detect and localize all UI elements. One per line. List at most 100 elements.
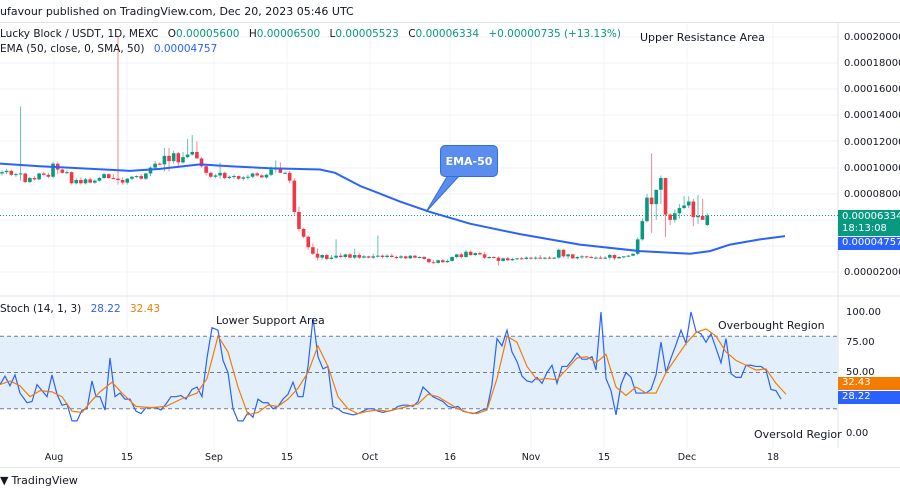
candle-body: [37, 173, 41, 180]
candle-body: [32, 178, 37, 180]
price-axis-label: 0.00018000: [844, 58, 900, 69]
candle-body: [269, 169, 273, 175]
candle-body: [557, 249, 561, 258]
candle-body: [195, 151, 199, 159]
candle-body: [83, 179, 88, 184]
open-value: 0.00005600: [176, 28, 240, 40]
candle-body: [570, 254, 575, 259]
candle-body: [287, 172, 292, 181]
candle-body: [473, 253, 478, 256]
candle-body: [60, 169, 65, 173]
candle-body: [320, 255, 324, 258]
candle-body: [649, 197, 654, 205]
candle-body: [209, 172, 213, 177]
candle-body: [686, 201, 691, 206]
candle-body: [501, 258, 505, 261]
candle-body: [422, 256, 427, 259]
last-price-tag: 0.00006334 18:13:08: [838, 210, 900, 236]
candle-body: [246, 176, 250, 178]
candle-body: [227, 176, 232, 179]
candle-body: [700, 215, 705, 220]
stoch-axis-label: 75.00: [846, 337, 875, 348]
candle-body: [311, 247, 315, 254]
candle-body: [264, 174, 269, 178]
candle-body: [14, 174, 18, 176]
candle-body: [492, 256, 496, 258]
candle-body: [102, 174, 106, 179]
ema-50-callout: EMA-50: [440, 145, 498, 177]
candle-body: [343, 254, 348, 257]
candle-body: [167, 155, 171, 162]
time-axis-tick: Nov: [521, 452, 541, 463]
candle-body: [116, 178, 120, 180]
candle-body: [417, 256, 422, 258]
candle-body: [106, 174, 111, 179]
candle-body: [505, 258, 510, 261]
symbol-label[interactable]: Lucky Block / USDT, 1D, MEXC: [0, 28, 159, 40]
candle-body: [552, 257, 556, 259]
candle-body: [28, 178, 32, 182]
change-value: +0.00000735 (+13.13%): [488, 28, 621, 40]
candle-body: [338, 255, 343, 257]
candle-body: [399, 256, 403, 258]
lower-support-annotation: Lower Support Area: [216, 314, 325, 327]
high-label: H: [248, 28, 257, 40]
candle-body: [329, 257, 334, 259]
candle-body: [236, 176, 241, 179]
candle-body: [691, 201, 696, 218]
stoch-axis-label: 100.00: [846, 307, 881, 318]
price-axis-label: 0.00016000: [844, 84, 900, 95]
candle-body: [148, 167, 153, 174]
candle-body: [362, 256, 366, 258]
candle-body: [668, 214, 672, 220]
stoch-label[interactable]: Stoch (14, 1, 3): [0, 303, 82, 315]
candle-body: [594, 257, 598, 259]
candle-body: [125, 178, 130, 183]
time-axis-tick: 15: [597, 452, 611, 463]
candle-body: [357, 255, 362, 258]
candle-body: [380, 255, 385, 257]
candle-body: [436, 260, 440, 263]
candle-body: [403, 256, 408, 259]
candle-body: [677, 208, 682, 214]
candle-body: [371, 256, 375, 258]
candle-body: [519, 258, 524, 260]
ema-50-line: [0, 162, 786, 255]
candle-body: [255, 173, 259, 176]
candle-body: [171, 153, 176, 162]
candle-body: [260, 175, 264, 178]
candle-body: [232, 176, 236, 178]
candle-body: [88, 179, 92, 183]
time-axis-tick: 15: [120, 452, 134, 463]
ema-price-tag: 0.00004757: [838, 237, 900, 250]
candle-body: [510, 258, 515, 261]
time-axis-tick: Dec: [677, 452, 697, 463]
stoch-k-tag: 28.22: [838, 391, 900, 404]
candle-body: [218, 172, 222, 176]
candle-body: [635, 239, 640, 254]
candle-body: [111, 178, 116, 180]
candle-body: [524, 257, 529, 259]
candle-body: [65, 172, 69, 174]
candle-body: [608, 255, 612, 258]
candle-body: [515, 258, 519, 260]
candle-body: [278, 168, 283, 173]
stoch-d-tag: 32.43: [838, 377, 900, 390]
candle-body: [315, 253, 320, 258]
close-value: 0.00006334: [415, 28, 480, 40]
candle-body: [584, 256, 589, 258]
candle-body: [241, 177, 246, 179]
candle-body: [394, 256, 399, 258]
candle-body: [496, 257, 501, 261]
brand-label: TradingView: [11, 474, 78, 487]
candle-body: [74, 179, 79, 184]
ema-label[interactable]: EMA (50, close, 0, SMA, 50): [0, 43, 145, 55]
open-label: O: [167, 28, 176, 40]
candle-body: [199, 158, 204, 167]
candle-body: [41, 173, 46, 175]
ema-value: 0.00004757: [153, 43, 218, 55]
candle-body: [18, 173, 23, 175]
stoch-d-value: 32.43: [130, 303, 161, 315]
candle-body: [612, 255, 617, 259]
